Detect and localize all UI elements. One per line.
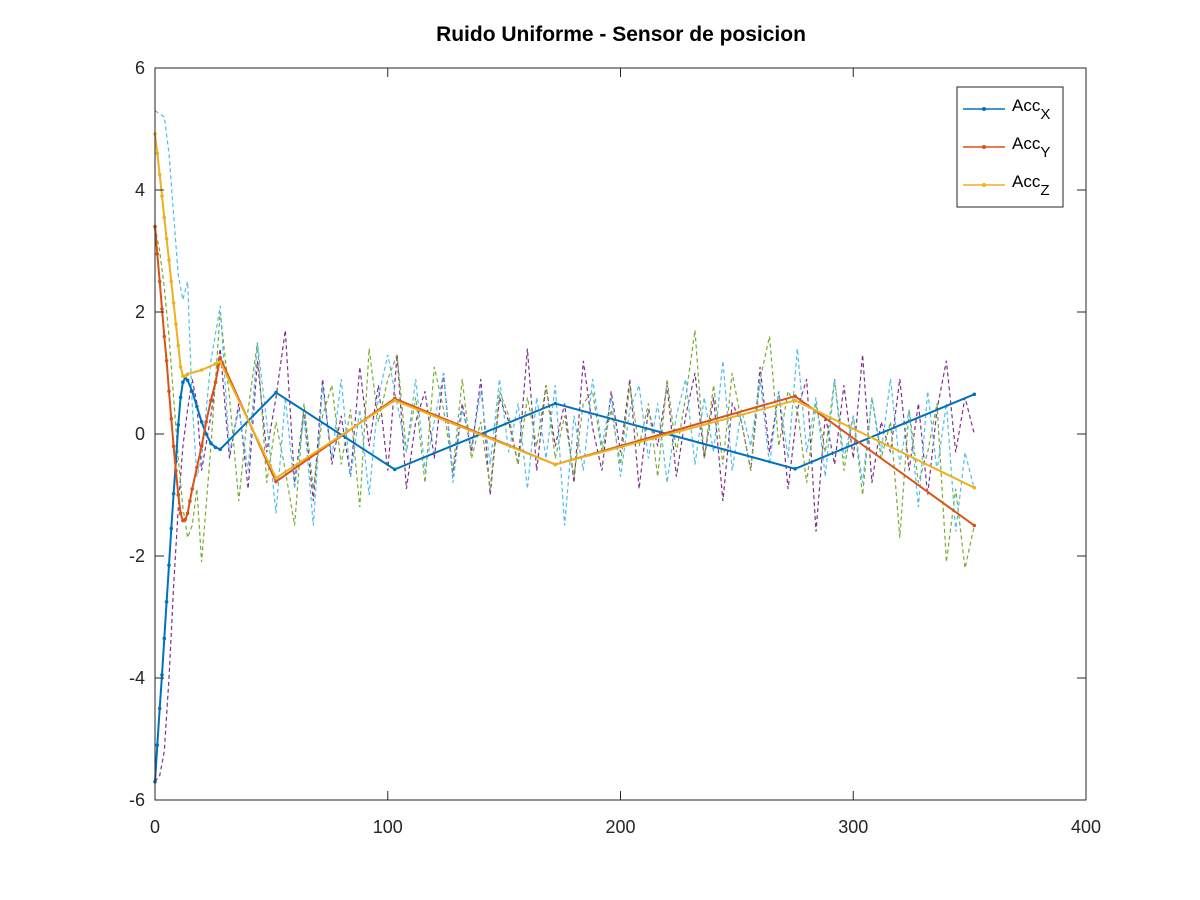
data-point bbox=[169, 279, 174, 284]
data-point bbox=[171, 492, 176, 496]
chart-title: Ruido Uniforme - Sensor de posicion bbox=[436, 23, 806, 46]
series-z bbox=[153, 132, 977, 490]
data-point bbox=[171, 444, 176, 449]
data-point bbox=[392, 398, 397, 403]
data-point bbox=[176, 493, 181, 497]
data-point bbox=[162, 215, 167, 220]
y-tick-label: 6 bbox=[135, 58, 145, 78]
data-point bbox=[169, 526, 174, 531]
data-point bbox=[392, 467, 397, 472]
data-point bbox=[204, 432, 208, 436]
data-point bbox=[553, 401, 558, 406]
data-point bbox=[174, 468, 178, 473]
x-tick-label: 400 bbox=[1071, 817, 1101, 837]
noise-line-3 bbox=[154, 110, 975, 532]
y-tick-label: -2 bbox=[129, 546, 145, 566]
data-point bbox=[199, 444, 204, 449]
data-point bbox=[157, 279, 162, 284]
data-point bbox=[972, 485, 977, 490]
data-point bbox=[155, 743, 160, 747]
noise-layer bbox=[154, 110, 975, 783]
data-point bbox=[793, 467, 797, 471]
legend-label: AccX bbox=[1012, 96, 1050, 123]
data-point bbox=[274, 390, 278, 395]
legend-item-x: AccX bbox=[963, 96, 1050, 123]
data-point bbox=[199, 368, 204, 372]
data-point bbox=[213, 380, 218, 385]
data-point bbox=[209, 398, 213, 403]
data-point bbox=[162, 334, 167, 339]
data-point bbox=[188, 499, 192, 503]
series-layer bbox=[153, 132, 977, 784]
data-point bbox=[972, 523, 977, 528]
legend-marker bbox=[982, 183, 986, 187]
y-tick-label: -4 bbox=[129, 668, 145, 688]
data-point bbox=[183, 517, 188, 522]
data-point bbox=[160, 307, 164, 311]
data-point bbox=[167, 389, 171, 394]
x-tick-label: 200 bbox=[605, 817, 635, 837]
data-point bbox=[213, 362, 218, 366]
data-point bbox=[553, 462, 558, 467]
data-point bbox=[178, 395, 183, 400]
data-point bbox=[218, 360, 222, 364]
data-point bbox=[190, 389, 194, 394]
y-tick-label: 2 bbox=[135, 302, 145, 322]
x-axis: 0 100 200 300 400 bbox=[150, 68, 1101, 837]
y-tick-label: 4 bbox=[135, 180, 145, 200]
data-point bbox=[171, 301, 176, 305]
data-point bbox=[167, 563, 171, 567]
y-axis: -6 -4 -2 0 2 4 6 bbox=[129, 58, 1086, 810]
data-point bbox=[181, 380, 185, 385]
data-point bbox=[178, 511, 183, 516]
data-point bbox=[185, 511, 190, 516]
data-point bbox=[793, 398, 797, 403]
data-point bbox=[155, 252, 160, 256]
data-point bbox=[199, 420, 204, 424]
data-point bbox=[185, 372, 190, 377]
legend: AccX AccY AccZ bbox=[956, 86, 1064, 208]
legend-label: AccZ bbox=[1012, 172, 1050, 199]
x-tick-label: 100 bbox=[373, 817, 403, 837]
data-point bbox=[185, 378, 190, 383]
legend-label: AccY bbox=[1012, 134, 1050, 161]
data-point bbox=[972, 392, 977, 397]
data-point bbox=[218, 447, 222, 452]
data-point bbox=[195, 465, 199, 470]
data-point bbox=[164, 600, 169, 604]
data-point bbox=[204, 420, 208, 424]
data-point bbox=[176, 423, 181, 427]
data-point bbox=[176, 343, 181, 348]
data-point bbox=[793, 394, 797, 399]
y-tick-label: -6 bbox=[129, 790, 145, 810]
data-point bbox=[274, 479, 278, 484]
y-tick-label: 0 bbox=[135, 424, 145, 444]
x-tick-label: 0 bbox=[150, 817, 160, 837]
data-point bbox=[218, 356, 222, 360]
data-point bbox=[167, 258, 171, 262]
legend-item-y: AccY bbox=[963, 134, 1050, 161]
noise-line-2 bbox=[154, 226, 975, 569]
data-point bbox=[274, 476, 278, 480]
data-point bbox=[162, 636, 167, 641]
legend-item-z: AccZ bbox=[963, 172, 1050, 199]
data-point bbox=[155, 151, 160, 156]
legend-marker bbox=[982, 145, 986, 149]
data-point bbox=[209, 441, 213, 446]
data-point bbox=[164, 359, 169, 363]
data-point bbox=[213, 445, 218, 450]
data-point bbox=[169, 417, 174, 421]
data-point bbox=[174, 322, 178, 327]
data-point bbox=[160, 673, 164, 677]
data-point bbox=[195, 404, 199, 409]
data-point bbox=[190, 487, 194, 491]
data-point bbox=[164, 237, 169, 241]
x-tick-label: 300 bbox=[838, 817, 868, 837]
data-point bbox=[178, 365, 183, 369]
data-point bbox=[157, 173, 162, 177]
data-point bbox=[157, 706, 162, 711]
legend-marker bbox=[982, 107, 986, 111]
data-point bbox=[160, 194, 164, 198]
